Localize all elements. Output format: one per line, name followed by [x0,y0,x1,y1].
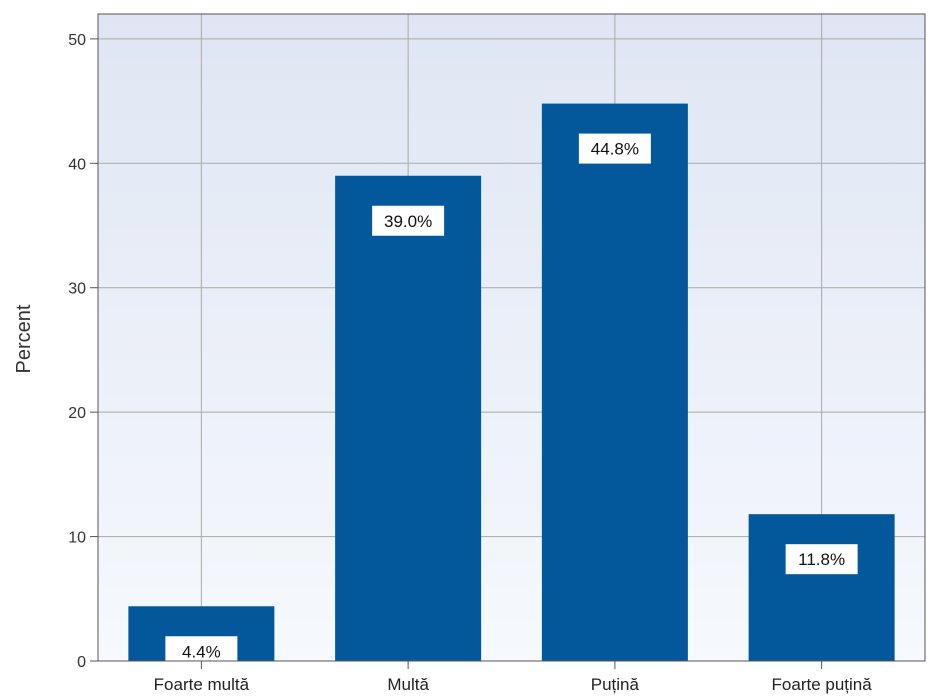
data-label: 44.8% [591,140,639,159]
y-tick-label: 40 [68,156,86,173]
bar [748,514,895,661]
y-tick-label: 10 [68,530,86,547]
x-tick-label: Puțină [591,675,640,694]
y-tick-label: 0 [77,654,86,671]
bar [335,175,482,661]
bar [541,103,688,662]
x-tick-label: Foarte multă [154,675,250,694]
y-tick-label: 20 [68,405,86,422]
x-tick-label: Multă [387,675,429,694]
data-label-box [372,205,445,236]
data-label: 39.0% [384,212,432,231]
y-tick-label: 50 [68,32,86,49]
data-label-box [785,544,858,575]
y-axis-title: Percent [13,304,35,373]
data-label: 4.4% [182,642,221,661]
data-label: 11.8% [798,550,845,569]
y-tick-label: 30 [68,281,86,298]
data-labels: 4.4% 39.0% 44.8% 11.8% [165,133,858,667]
data-label-box [578,133,651,164]
plot-frame [97,13,926,662]
axes: 0 10 20 30 40 50 Foarte multă Multă Puțină Foarte… [68,13,926,694]
x-tick-label: Foarte puțină [772,675,873,694]
